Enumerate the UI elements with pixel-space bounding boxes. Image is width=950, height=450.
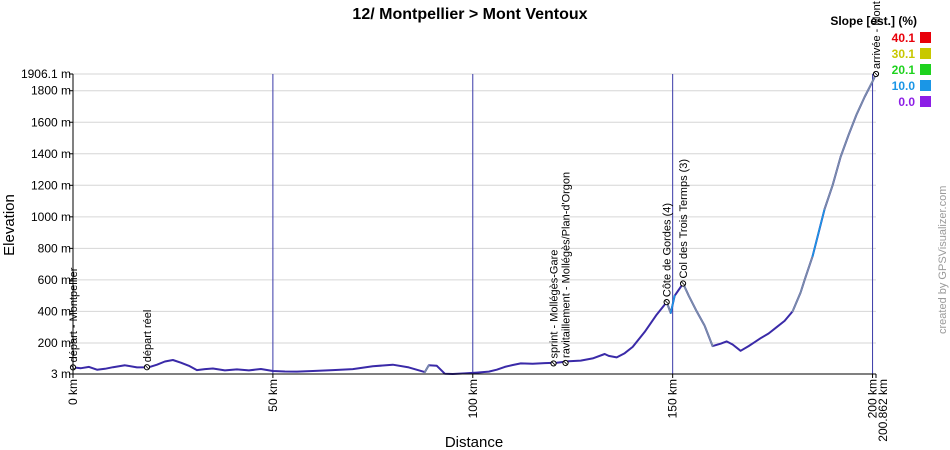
y-tick-label: 1200 m — [31, 178, 71, 192]
slope-segment — [847, 113, 858, 136]
slope-segment — [817, 208, 826, 234]
slope-segment — [823, 184, 834, 210]
waypoint-marker-cross — [680, 281, 686, 286]
y-tick-label: 1906.1 m — [21, 67, 71, 81]
y-tick-labels: 3 m 200 m 400 m 600 m 800 m 1000 m 1200 m 1400 … — [21, 67, 71, 381]
elevation-series — [72, 73, 877, 375]
legend-swatch — [920, 32, 931, 43]
legend-item-label: 10.0 — [892, 79, 916, 93]
waypoint-marker-cross — [144, 364, 150, 370]
waypoint-label: Col des Trois Termps (3) — [678, 159, 690, 279]
slope-segment — [803, 255, 814, 281]
x-tick-label: 100 km — [466, 379, 480, 418]
slope-segment — [687, 294, 698, 313]
waypoint-marker-cross — [563, 360, 568, 366]
y-tick-label: 3 m — [51, 367, 71, 381]
slope-segment — [424, 364, 430, 373]
legend-swatch — [920, 80, 931, 91]
slope-segment — [863, 80, 874, 98]
y-tick-label: 600 m — [38, 273, 71, 287]
legend-swatch — [920, 48, 931, 59]
slope-segment — [839, 134, 850, 158]
slope-segment — [799, 279, 806, 294]
slope-segment — [811, 231, 820, 258]
waypoint-label: départ réel — [142, 310, 154, 363]
legend-title: Slope [est.] (%) — [830, 14, 917, 28]
waypoint-label: ravitaillement - Mollégès/Plan-d'Orgon — [561, 172, 573, 358]
x-axis-title: Distance — [445, 434, 503, 450]
y-tick-label: 800 m — [38, 241, 71, 255]
x-tick-label: 150 km — [666, 379, 680, 418]
legend-item-label: 0.0 — [898, 95, 915, 109]
x-tick-label: 200.862 km — [876, 379, 890, 442]
waypoint-label: Côte de Gordes (4) — [662, 203, 674, 297]
elevation-line — [72, 73, 877, 375]
x-tick-label: 200 km — [866, 379, 880, 418]
y-tick-label: 1800 m — [31, 84, 71, 98]
y-gridlines — [69, 73, 876, 375]
waypoint-marker-cross — [873, 71, 879, 77]
credit-text: created by GPSVisualizer.com — [937, 186, 949, 334]
slope-segment — [669, 294, 676, 314]
slope-segment — [703, 324, 714, 347]
chart-title: 12/ Montpellier > Mont Ventoux — [352, 6, 587, 23]
legend-item-label: 40.1 — [892, 31, 916, 45]
x-gridlines — [72, 74, 877, 378]
waypoint-label: arrivée - Mont Ventoux — [871, 0, 883, 69]
slope-segment — [831, 156, 842, 187]
waypoint-label: départ - Montpellier — [68, 267, 80, 362]
x-tick-label: 0 km — [66, 379, 80, 405]
waypoint-markers: départ - Montpellier départ réel sprint - … — [68, 0, 883, 371]
legend-item-label: 30.1 — [892, 47, 916, 61]
y-tick-label: 1400 m — [31, 147, 71, 161]
legend-item-label: 20.1 — [892, 63, 916, 77]
waypoint-marker-cross — [664, 299, 669, 305]
y-tick-label: 200 m — [38, 336, 71, 350]
y-tick-label: 1000 m — [31, 210, 71, 224]
y-tick-label: 400 m — [38, 304, 71, 318]
legend-swatch — [920, 64, 931, 75]
y-tick-label: 1600 m — [31, 115, 71, 129]
slope-segment — [791, 291, 802, 313]
y-axis-title: Elevation — [1, 194, 18, 256]
slope-legend: Slope [est.] (%) 40.1 30.1 20.1 10.0 0.0 — [830, 14, 931, 109]
slope-segment — [855, 96, 866, 116]
slope-segment — [695, 310, 706, 327]
x-tick-label: 50 km — [266, 379, 280, 412]
waypoint-label: sprint - Mollégès-Gare — [549, 250, 561, 359]
legend-swatch — [920, 96, 931, 107]
waypoint-marker-cross — [551, 361, 556, 366]
